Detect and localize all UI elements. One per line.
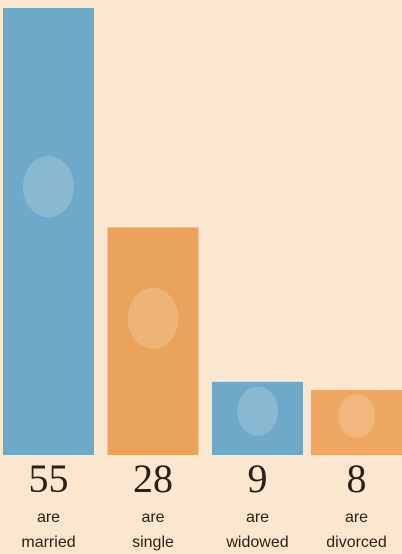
category-label: married [21, 534, 75, 551]
portrait-shade [23, 156, 74, 217]
category-label: widowed [225, 534, 288, 551]
value-label: 55 [29, 456, 69, 501]
value-label: 9 [248, 456, 268, 501]
value-label: 28 [133, 456, 173, 501]
portrait-shade [338, 394, 374, 438]
bar [3, 8, 94, 455]
portrait-shade [128, 288, 179, 349]
chart: 55 are married 28 are single 9 are widowed 8 are di… [0, 0, 402, 554]
category-label: single [132, 534, 174, 551]
verb-label: are [246, 509, 269, 526]
verb-label: are [141, 509, 164, 526]
verb-label: are [37, 509, 60, 526]
category-label: divorced [326, 534, 386, 551]
verb-label: are [345, 509, 368, 526]
portrait-shade [237, 387, 278, 436]
value-label: 8 [347, 456, 367, 501]
